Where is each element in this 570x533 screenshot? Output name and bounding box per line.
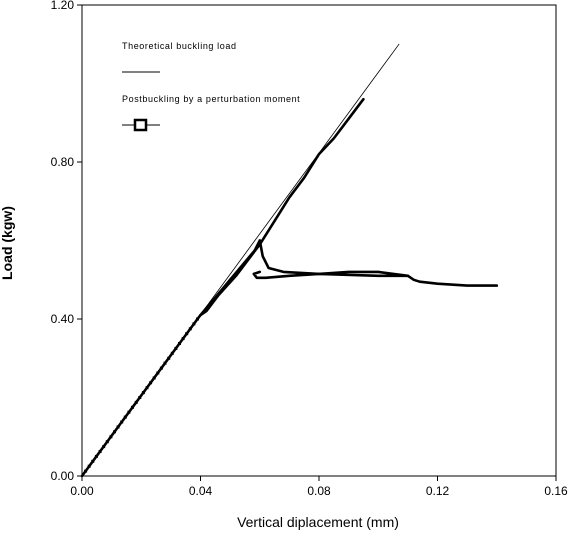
series-marker [167, 356, 171, 360]
y-tick-label: 0.00 [51, 469, 75, 483]
series-marker [159, 366, 163, 370]
series-line-2 [258, 239, 499, 287]
series-marker [138, 396, 142, 399]
series-marker [149, 381, 153, 385]
series-marker [156, 371, 160, 375]
y-axis-title: Load (kgw) [0, 206, 15, 280]
series-marker [109, 435, 113, 439]
series-marker [127, 410, 131, 414]
series-marker [185, 332, 189, 336]
series-marker [105, 440, 109, 444]
legend-label-postbuckling: Postbuckling by a perturbation moment [122, 94, 300, 104]
plot-area [81, 4, 557, 477]
series-layer [80, 43, 499, 478]
series-line-3 [252, 270, 410, 280]
series-marker [91, 459, 95, 463]
series-marker [98, 450, 102, 453]
series-marker [178, 342, 181, 345]
series-marker [94, 454, 98, 458]
series-marker [192, 322, 196, 326]
x-axis-title: Vertical diplacement (mm) [237, 514, 399, 530]
series-marker [188, 327, 192, 331]
series-marker [123, 415, 127, 419]
series-marker [141, 391, 145, 395]
x-tick-label: 0.08 [307, 484, 331, 498]
series-marker [84, 469, 88, 473]
x-axis-ticks: 0.00 0.04 0.08 0.12 0.16 [70, 476, 568, 498]
series-marker [116, 425, 120, 429]
y-tick-label: 0.40 [51, 312, 75, 326]
y-axis-ticks: 0.00 0.40 0.80 1.20 [51, 0, 82, 483]
x-tick-label: 0.16 [544, 484, 568, 498]
series-marker [181, 337, 185, 341]
series-marker [131, 405, 134, 409]
series-line-4 [199, 239, 262, 317]
series-marker [134, 400, 138, 404]
series-marker [113, 430, 116, 434]
x-tick-label: 0.12 [426, 484, 450, 498]
y-tick-label: 0.80 [51, 155, 75, 169]
series-marker [102, 445, 106, 449]
legend: Theoretical buckling load Postbuckling b… [122, 41, 300, 132]
legend-swatch-postbuckling-marker [133, 118, 148, 132]
series-marker [170, 351, 174, 355]
y-tick-label: 1.20 [51, 0, 75, 12]
series-marker [163, 361, 167, 365]
x-tick-label: 0.00 [70, 484, 94, 498]
x-tick-label: 0.04 [189, 484, 213, 498]
series-marker [145, 386, 149, 390]
series-marker [196, 317, 199, 321]
series-marker [152, 376, 156, 380]
legend-label-theoretical: Theoretical buckling load [122, 41, 237, 51]
series-marker [120, 420, 124, 424]
series-marker [87, 464, 91, 468]
series-marker [174, 346, 178, 350]
